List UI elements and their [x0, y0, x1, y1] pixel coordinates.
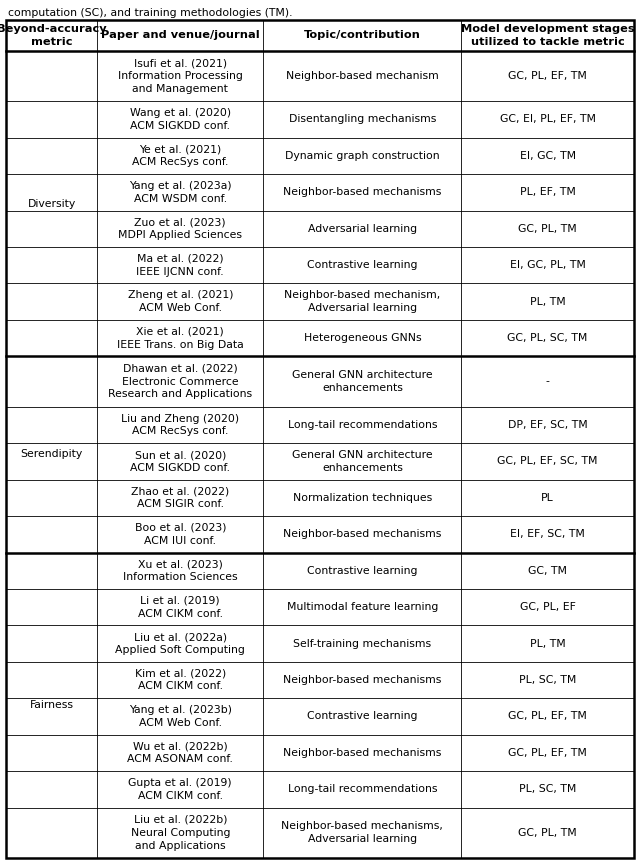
Text: GC, PL, SC, TM: GC, PL, SC, TM — [508, 334, 588, 343]
Text: Dynamic graph construction: Dynamic graph construction — [285, 151, 440, 161]
Text: PL, TM: PL, TM — [530, 638, 566, 649]
Text: Xie et al. (2021)
IEEE Trans. on Big Data: Xie et al. (2021) IEEE Trans. on Big Dat… — [117, 327, 244, 350]
Text: GC, TM: GC, TM — [528, 566, 567, 575]
Text: General GNN architecture
enhancements: General GNN architecture enhancements — [292, 450, 433, 473]
Text: PL, EF, TM: PL, EF, TM — [520, 187, 575, 197]
Text: Yang et al. (2023b)
ACM Web Conf.: Yang et al. (2023b) ACM Web Conf. — [129, 705, 232, 727]
Text: EI, GC, TM: EI, GC, TM — [520, 151, 576, 161]
Text: GC, PL, TM: GC, PL, TM — [518, 828, 577, 838]
Text: Contrastive learning: Contrastive learning — [307, 260, 418, 270]
Text: computation (SC), and training methodologies (TM).: computation (SC), and training methodolo… — [8, 8, 292, 18]
Text: PL, TM: PL, TM — [530, 296, 566, 307]
Text: Disentangling mechanisms: Disentangling mechanisms — [289, 115, 436, 124]
Text: Paper and venue/journal: Paper and venue/journal — [101, 30, 260, 41]
Text: GC, PL, EF, SC, TM: GC, PL, EF, SC, TM — [497, 456, 598, 467]
Text: Heterogeneous GNNs: Heterogeneous GNNs — [303, 334, 421, 343]
Text: DP, EF, SC, TM: DP, EF, SC, TM — [508, 420, 588, 430]
Text: Li et al. (2019)
ACM CIKM conf.: Li et al. (2019) ACM CIKM conf. — [138, 596, 223, 619]
Text: Yang et al. (2023a)
ACM WSDM conf.: Yang et al. (2023a) ACM WSDM conf. — [129, 181, 232, 204]
Text: Zuo et al. (2023)
MDPI Applied Sciences: Zuo et al. (2023) MDPI Applied Sciences — [118, 218, 243, 240]
Text: Liu et al. (2022b)
Neural Computing
and Applications: Liu et al. (2022b) Neural Computing and … — [131, 815, 230, 850]
Text: Wu et al. (2022b)
ACM ASONAM conf.: Wu et al. (2022b) ACM ASONAM conf. — [127, 741, 233, 765]
Text: Diversity: Diversity — [28, 199, 76, 208]
Text: Gupta et al. (2019)
ACM CIKM conf.: Gupta et al. (2019) ACM CIKM conf. — [129, 778, 232, 801]
Text: Wang et al. (2020)
ACM SIGKDD conf.: Wang et al. (2020) ACM SIGKDD conf. — [130, 108, 231, 130]
Text: Multimodal feature learning: Multimodal feature learning — [287, 602, 438, 613]
Text: Zheng et al. (2021)
ACM Web Conf.: Zheng et al. (2021) ACM Web Conf. — [127, 290, 233, 313]
Text: PL, SC, TM: PL, SC, TM — [519, 675, 577, 685]
Text: Kim et al. (2022)
ACM CIKM conf.: Kim et al. (2022) ACM CIKM conf. — [134, 669, 226, 691]
Text: Contrastive learning: Contrastive learning — [307, 711, 418, 721]
Text: Liu et al. (2022a)
Applied Soft Computing: Liu et al. (2022a) Applied Soft Computin… — [115, 632, 245, 655]
Text: Long-tail recommendations: Long-tail recommendations — [287, 785, 437, 794]
Text: Xu et al. (2023)
Information Sciences: Xu et al. (2023) Information Sciences — [123, 559, 237, 582]
Text: Serendipity: Serendipity — [20, 449, 83, 460]
Text: Neighbor-based mechanisms: Neighbor-based mechanisms — [284, 187, 442, 197]
Text: Isufi et al. (2021)
Information Processing
and Management: Isufi et al. (2021) Information Processi… — [118, 58, 243, 94]
Text: Contrastive learning: Contrastive learning — [307, 566, 418, 575]
Text: Ma et al. (2022)
IEEE IJCNN conf.: Ma et al. (2022) IEEE IJCNN conf. — [136, 254, 224, 276]
Text: Dhawan et al. (2022)
Electronic Commerce
Research and Applications: Dhawan et al. (2022) Electronic Commerce… — [108, 364, 252, 399]
Text: Beyond-accuracy
metric: Beyond-accuracy metric — [0, 24, 106, 47]
Text: Neighbor-based mechanisms: Neighbor-based mechanisms — [284, 530, 442, 539]
Text: Neighbor-based mechanism: Neighbor-based mechanism — [286, 71, 439, 81]
Text: Neighbor-based mechanisms,
Adversarial learning: Neighbor-based mechanisms, Adversarial l… — [282, 822, 444, 844]
Text: Zhao et al. (2022)
ACM SIGIR conf.: Zhao et al. (2022) ACM SIGIR conf. — [131, 486, 229, 509]
Text: Self-training mechanisms: Self-training mechanisms — [293, 638, 431, 649]
Text: Normalization techniques: Normalization techniques — [292, 492, 432, 503]
Text: Neighbor-based mechanisms: Neighbor-based mechanisms — [284, 675, 442, 685]
Text: Fairness: Fairness — [29, 700, 74, 710]
Text: EI, EF, SC, TM: EI, EF, SC, TM — [510, 530, 585, 539]
Text: General GNN architecture
enhancements: General GNN architecture enhancements — [292, 370, 433, 393]
Text: Liu and Zheng (2020)
ACM RecSys conf.: Liu and Zheng (2020) ACM RecSys conf. — [121, 414, 239, 436]
Text: Neighbor-based mechanism,
Adversarial learning: Neighbor-based mechanism, Adversarial le… — [284, 290, 440, 313]
Text: Sun et al. (2020)
ACM SIGKDD conf.: Sun et al. (2020) ACM SIGKDD conf. — [131, 450, 230, 473]
Text: Neighbor-based mechanisms: Neighbor-based mechanisms — [284, 748, 442, 758]
Text: GC, PL, EF, TM: GC, PL, EF, TM — [508, 71, 587, 81]
Text: GC, PL, EF, TM: GC, PL, EF, TM — [508, 711, 587, 721]
Text: EI, GC, PL, TM: EI, GC, PL, TM — [509, 260, 586, 270]
Text: Adversarial learning: Adversarial learning — [308, 224, 417, 234]
Text: Long-tail recommendations: Long-tail recommendations — [287, 420, 437, 430]
Text: GC, PL, EF, TM: GC, PL, EF, TM — [508, 748, 587, 758]
Text: PL, SC, TM: PL, SC, TM — [519, 785, 577, 794]
Text: Ye et al. (2021)
ACM RecSys conf.: Ye et al. (2021) ACM RecSys conf. — [132, 144, 228, 168]
Text: Model development stages
utilized to tackle metric: Model development stages utilized to tac… — [461, 24, 634, 47]
Text: GC, PL, TM: GC, PL, TM — [518, 224, 577, 234]
Text: -: - — [546, 377, 550, 386]
Text: GC, PL, EF: GC, PL, EF — [520, 602, 575, 613]
Text: Boo et al. (2023)
ACM IUI conf.: Boo et al. (2023) ACM IUI conf. — [134, 523, 226, 546]
Text: Topic/contribution: Topic/contribution — [304, 30, 421, 41]
Text: GC, EI, PL, EF, TM: GC, EI, PL, EF, TM — [500, 115, 596, 124]
Text: PL: PL — [541, 492, 554, 503]
